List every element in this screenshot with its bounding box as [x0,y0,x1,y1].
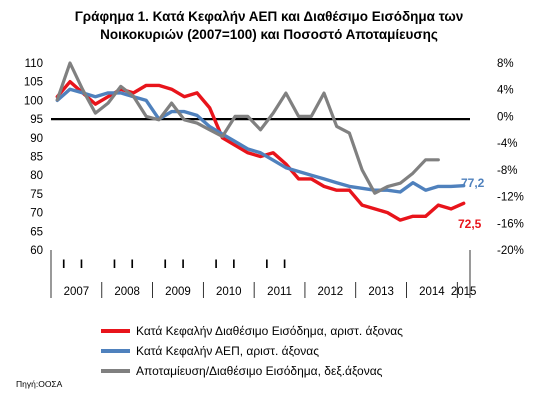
left-tick-label: 100 [24,95,43,107]
year-label: 2015 [451,286,477,298]
year-label: 2014 [419,286,445,298]
year-label: 2010 [216,286,242,298]
legend-label-gdp: Κατά Κεφαλήν ΑΕΠ, αριστ. άξονας [136,344,319,358]
left-tick-label: 95 [30,114,43,126]
year-label: 2007 [64,286,90,298]
chart-title-line-2: Νοικοκυριών (2007=100) και Ποσοστό Αποτα… [100,27,438,42]
legend-label-income: Κατά Κεφαλήν Διαθέσιμο Εισόδημα, αριστ. … [136,324,403,338]
quarter-label: I [232,259,235,271]
left-tick-label: 75 [30,189,43,201]
left-tick-label: 65 [30,226,43,238]
left-tick-label: 90 [30,133,43,145]
gdp-end-label: 77,2 [461,176,485,190]
year-label: 2008 [114,286,140,298]
left-tick-label: 105 [24,77,43,89]
right-axis: 8% 4% 0% -4% -8% -12% -16% -20% [497,58,524,257]
left-tick-label: 60 [30,245,43,257]
savings-series-line [55,61,440,195]
quarter-label: I [131,259,134,271]
series-layer [55,61,466,222]
quarter-label: I [62,259,65,271]
x-axis: I I I I I I I I I I 2007 2008 2009 2010 2011 2012 2013 20… [50,250,477,298]
year-label: 2009 [165,286,191,298]
right-tick-label: -20% [497,245,524,257]
legend-label-savings: Αποταμίευση/Διαθέσιμο Εισόδημα, δεξ.άξον… [136,364,383,378]
year-label: 2011 [267,286,292,298]
quarter-label: I [164,259,167,271]
right-tick-label: 8% [497,58,514,70]
income-series-line [55,79,466,222]
quarter-label: I [283,259,286,271]
right-tick-label: -4% [497,138,517,150]
legend: Κατά Κεφαλήν Διαθέσιμο Εισόδημα, αριστ. … [101,324,403,378]
quarter-label: I [214,259,217,271]
gdp-series-line [55,87,466,194]
quarter-label: I [265,259,268,271]
income-end-label: 72,5 [458,217,482,231]
right-tick-label: -8% [497,165,517,177]
left-tick-label: 110 [25,58,43,70]
chart-title-line-1: Γράφημα 1. Κατά Κεφαλήν ΑΕΠ και Διαθέσιμ… [75,9,464,24]
quarter-label: I [80,259,83,271]
year-label: 2013 [368,286,394,298]
left-tick-label: 70 [30,208,43,220]
right-tick-label: 0% [497,111,514,123]
quarter-label: I [113,259,116,271]
left-tick-label: 80 [30,170,43,182]
source-note: Πηγή:ΟΟΣΑ [16,379,63,389]
right-tick-label: 4% [497,85,514,97]
right-tick-label: -12% [497,192,524,204]
year-label: 2012 [318,286,344,298]
left-tick-label: 85 [30,152,43,164]
quarter-label: I [181,259,184,271]
left-axis: 110 105 100 95 90 85 80 75 70 65 60 [24,58,43,257]
right-tick-label: -16% [497,218,524,230]
